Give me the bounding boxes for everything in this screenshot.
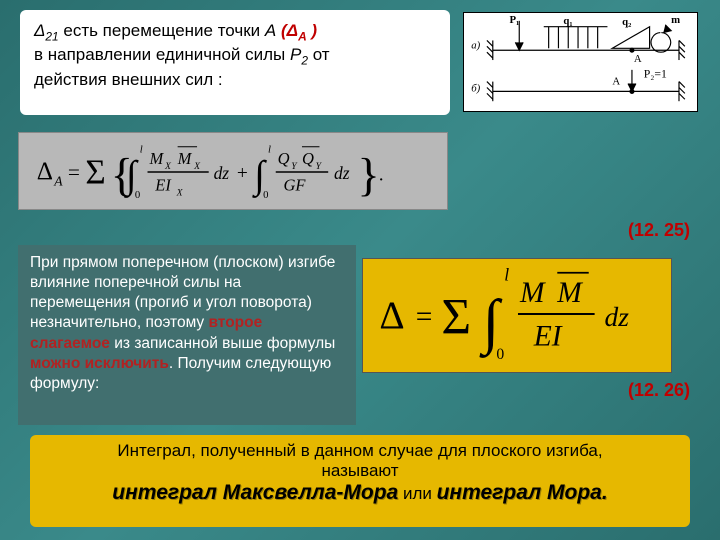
svg-text:X: X	[176, 187, 184, 198]
svg-text:.: .	[379, 165, 384, 186]
svg-text:A: A	[53, 174, 63, 189]
eq-number-12-25: (12. 25)	[628, 220, 690, 241]
intro-t1: есть перемещение точки	[59, 21, 265, 40]
svg-text:M: M	[148, 149, 164, 168]
svg-text:0: 0	[496, 346, 504, 363]
svg-text:Y: Y	[291, 161, 298, 172]
force-p-sub: 2	[301, 54, 308, 68]
svg-text:Δ: Δ	[379, 293, 404, 337]
intro-t2b: от	[308, 45, 330, 64]
svg-text:l: l	[268, 144, 271, 156]
paren-close: )	[307, 21, 317, 40]
svg-text:dz: dz	[214, 163, 230, 183]
svg-text:dz: dz	[604, 301, 629, 332]
intro-t3: действия внешних сил :	[34, 70, 223, 89]
lbl-q2: q₂	[622, 16, 631, 28]
point-a: А	[265, 21, 276, 40]
concl-l1: Интеграл, полученный в данном случае для…	[117, 441, 602, 460]
concl-l2: называют	[321, 461, 398, 480]
svg-text:Σ: Σ	[85, 153, 105, 192]
note-p2: из записанной выше формулы	[110, 335, 335, 352]
delta-sub: 21	[45, 29, 58, 43]
note-p1: При прямом поперечном (плоском) изгибе в…	[30, 254, 335, 331]
conclusion-box: Интеграл, полученный в данном случае для…	[30, 435, 690, 527]
note-box: При прямом поперечном (плоском) изгибе в…	[18, 245, 356, 425]
svg-text:GF: GF	[284, 175, 307, 194]
svg-text:X: X	[164, 161, 172, 172]
lbl-p2: P₂=1	[644, 68, 667, 81]
svg-text:M: M	[177, 149, 193, 168]
formula-12-25: Δ A = Σ { ∫ 0l MX MX EIX dz + ∫ 0l QY QY…	[18, 132, 448, 210]
integral-name-1: интеграл Максвелла-Мора	[112, 481, 398, 504]
delta-a-sub: А	[298, 29, 307, 43]
svg-text:Δ: Δ	[37, 157, 53, 185]
svg-text:Q: Q	[278, 149, 290, 168]
lbl-q1: q₁	[563, 15, 572, 27]
lbl-p1: P₁	[509, 14, 519, 26]
svg-text:EI: EI	[154, 175, 172, 194]
svg-text:dz: dz	[334, 163, 350, 183]
svg-text:M: M	[519, 277, 546, 309]
concl-dot: .	[602, 481, 608, 504]
svg-text:Y: Y	[316, 161, 323, 172]
intro-t2a: в направлении единичной силы	[34, 45, 290, 64]
paren-open: (	[276, 21, 286, 40]
svg-text:+: +	[237, 163, 248, 184]
svg-text:EI: EI	[533, 320, 563, 352]
lbl-b: б)	[471, 82, 480, 94]
beam-diagram: P₁ q₁ q₂ m A A P₂=1 а) б)	[463, 12, 698, 112]
lbl-a-bot: A	[612, 76, 620, 88]
svg-text:0: 0	[135, 189, 140, 201]
note-r2: можно исключить	[30, 355, 169, 372]
lbl-a: а)	[471, 39, 480, 51]
lbl-m: m	[671, 14, 680, 26]
formula-12-26: Δ = Σ ∫ 0 l M M EI dz	[362, 258, 672, 373]
lbl-a-top: A	[634, 53, 642, 65]
delta-a: Δ	[287, 21, 298, 40]
integral-name-2: интеграл Мора	[437, 481, 602, 504]
eq-number-12-26: (12. 26)	[628, 380, 690, 401]
svg-text:}: }	[357, 149, 379, 201]
concl-or: или	[398, 484, 436, 503]
svg-text:=: =	[68, 160, 80, 184]
delta-symbol: Δ	[34, 21, 45, 40]
svg-text:l: l	[140, 144, 143, 156]
intro-text-box: Δ21 есть перемещение точки А (ΔА ) в нап…	[20, 10, 450, 115]
svg-text:0: 0	[263, 189, 268, 201]
svg-text:Q: Q	[302, 149, 314, 168]
svg-text:X: X	[193, 161, 201, 172]
svg-text:Σ: Σ	[441, 289, 471, 346]
force-p: Р	[290, 45, 301, 64]
svg-text:l: l	[504, 265, 509, 285]
svg-text:=: =	[416, 301, 433, 333]
svg-text:M: M	[556, 277, 583, 309]
